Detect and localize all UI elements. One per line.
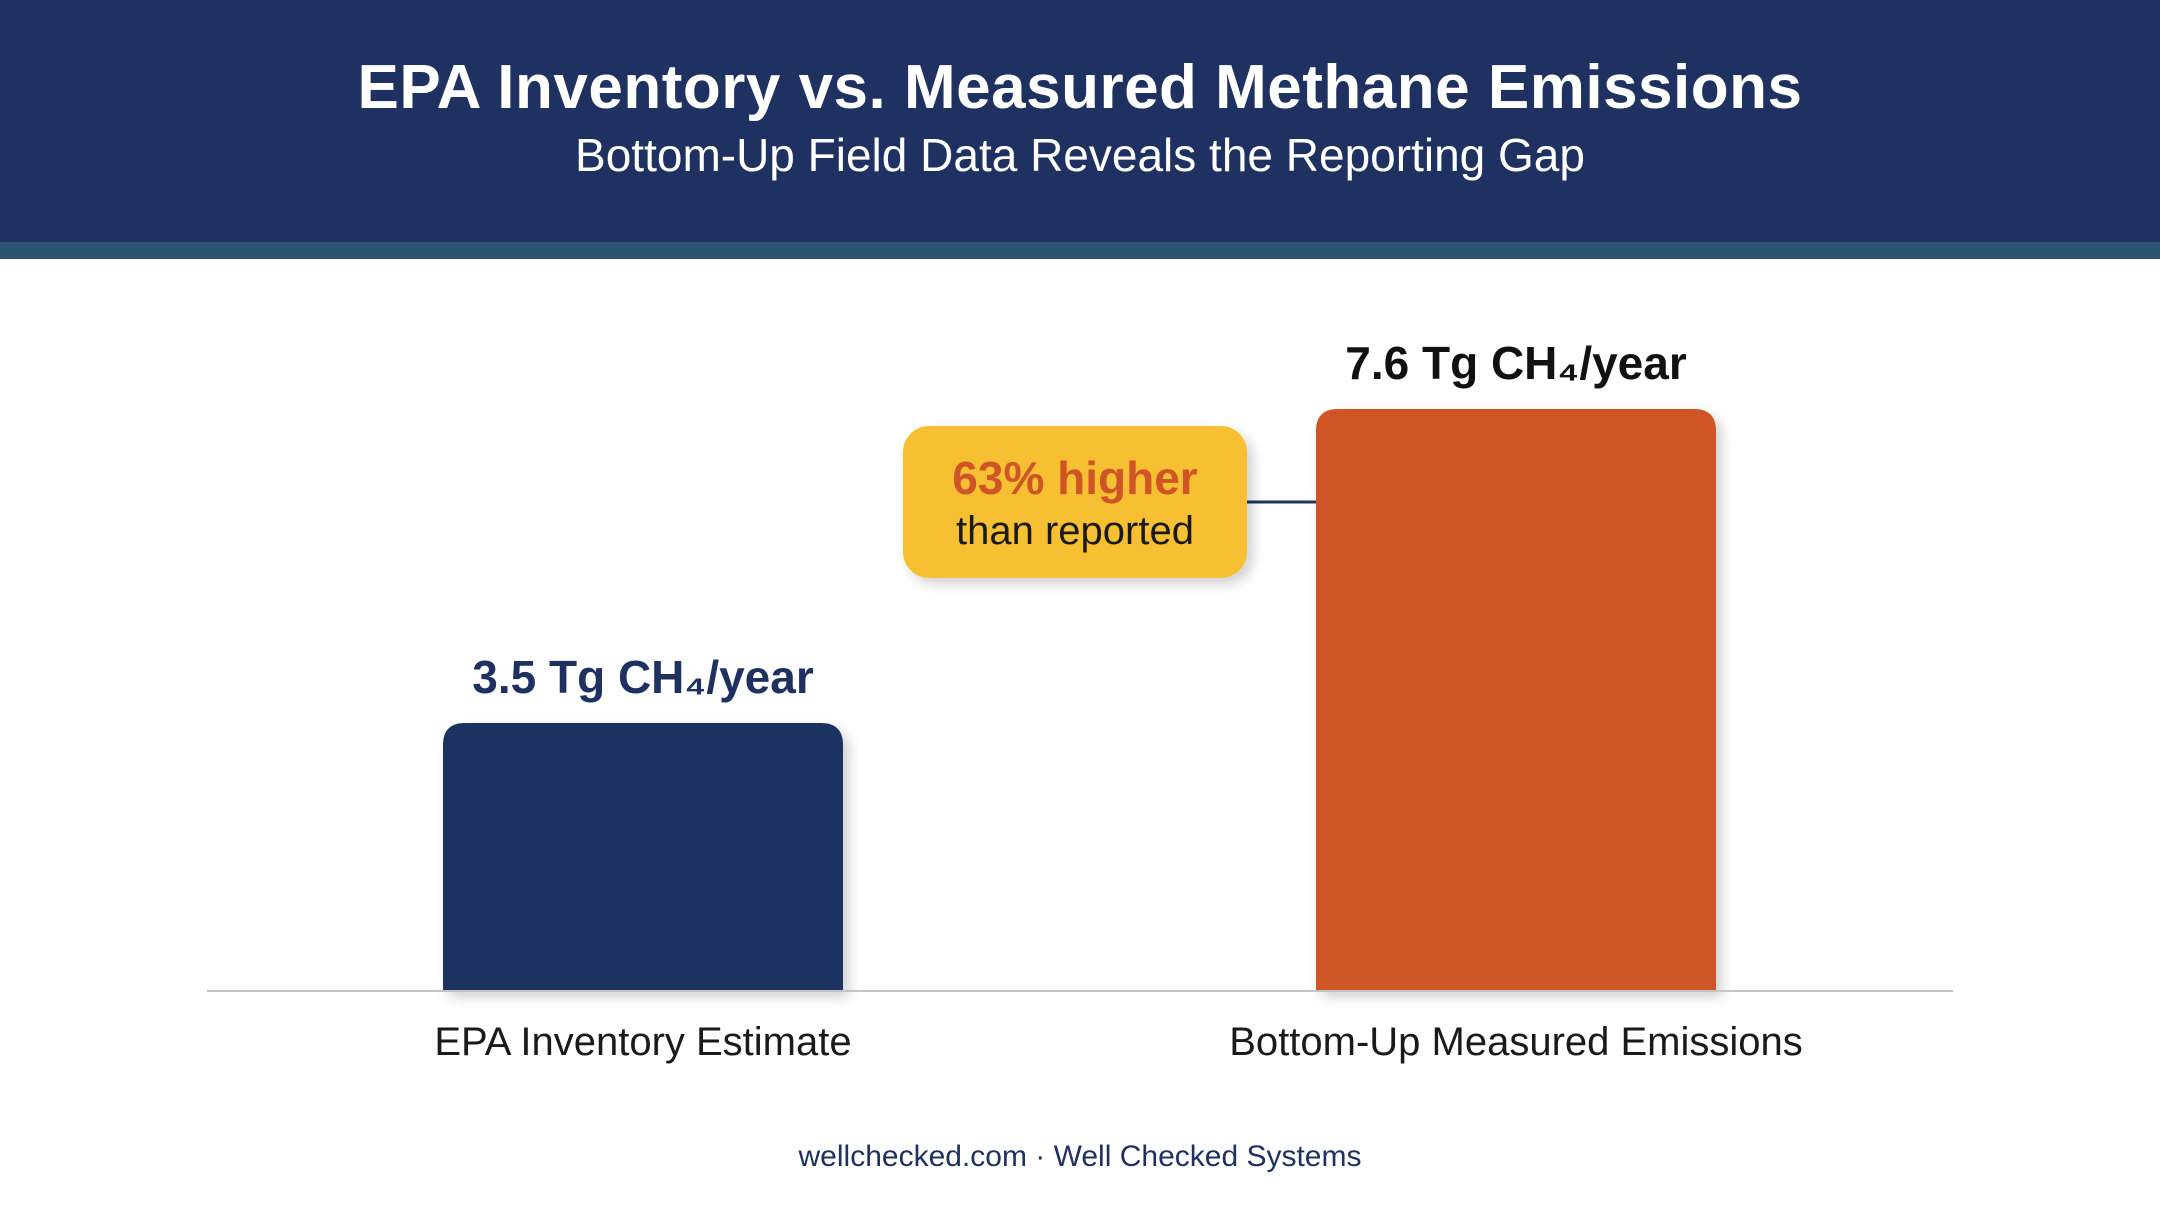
callout-box: [903, 426, 1247, 578]
header-banner: [0, 0, 2160, 242]
category-label-1: Bottom-Up Measured Emissions: [1229, 1020, 1803, 1064]
bar-measured-emissions: [1316, 409, 1716, 991]
category-label-0: EPA Inventory Estimate: [434, 1020, 851, 1064]
bar-chart: 3.5 Tg CH₄/year EPA Inventory Estimate 7.6…: [207, 337, 1953, 1064]
bar-epa-inventory: [443, 722, 843, 991]
data-label-1: 7.6 Tg CH₄/year: [1345, 337, 1687, 389]
footer-credit: wellchecked.com · Well Checked Systems: [798, 1140, 1362, 1173]
data-label-0: 3.5 Tg CH₄/year: [472, 651, 814, 703]
chart-subtitle: Bottom-Up Field Data Reveals the Reporti…: [575, 129, 1585, 181]
chart-title: EPA Inventory vs. Measured Methane Emiss…: [357, 53, 1803, 122]
callout-text: than reported: [956, 509, 1194, 553]
header-accent-stripe: [0, 242, 2160, 259]
callout-headline: 63% higher: [952, 452, 1198, 504]
